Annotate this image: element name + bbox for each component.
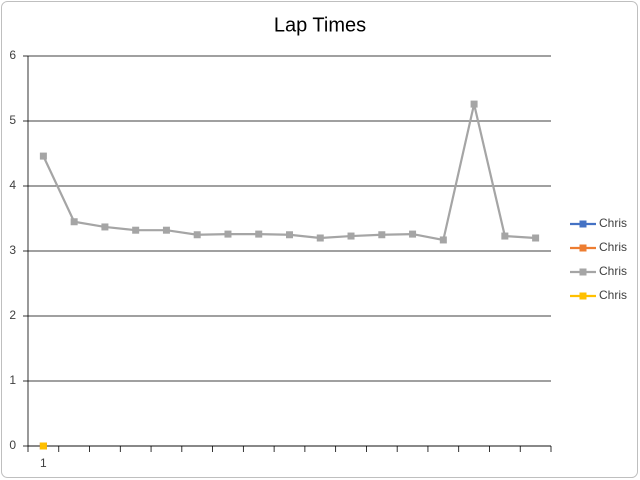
- y-tick-label: 6: [9, 48, 16, 62]
- legend-label: Chris: [599, 240, 627, 254]
- point: [39, 442, 47, 450]
- chart-title: Lap Times: [274, 14, 366, 36]
- point: [70, 218, 78, 226]
- point: [39, 152, 47, 160]
- legend-marker: [579, 220, 587, 228]
- y-tick-label: 4: [9, 178, 16, 192]
- point: [224, 230, 232, 238]
- point: [409, 230, 417, 238]
- point: [316, 234, 324, 242]
- point: [501, 232, 509, 240]
- point: [347, 232, 355, 240]
- point: [532, 234, 540, 242]
- x-tick-label: 1: [40, 456, 47, 470]
- point: [193, 231, 201, 239]
- legend-label: Chris: [599, 288, 627, 302]
- y-tick-label: 5: [9, 113, 16, 127]
- point: [132, 226, 140, 234]
- legend-marker: [579, 268, 587, 276]
- point: [162, 226, 170, 234]
- y-tick-label: 2: [9, 308, 16, 322]
- point: [470, 100, 478, 108]
- point: [378, 231, 386, 239]
- legend-label: Chris: [599, 216, 627, 230]
- point: [101, 223, 109, 231]
- point: [439, 236, 447, 244]
- point: [255, 230, 263, 238]
- legend-marker: [579, 244, 587, 252]
- y-tick-label: 3: [9, 243, 16, 257]
- y-tick-label: 1: [9, 373, 16, 387]
- legend-label: Chris: [599, 264, 627, 278]
- legend-marker: [579, 292, 587, 300]
- y-tick-label: 0: [9, 438, 16, 452]
- point: [286, 231, 293, 239]
